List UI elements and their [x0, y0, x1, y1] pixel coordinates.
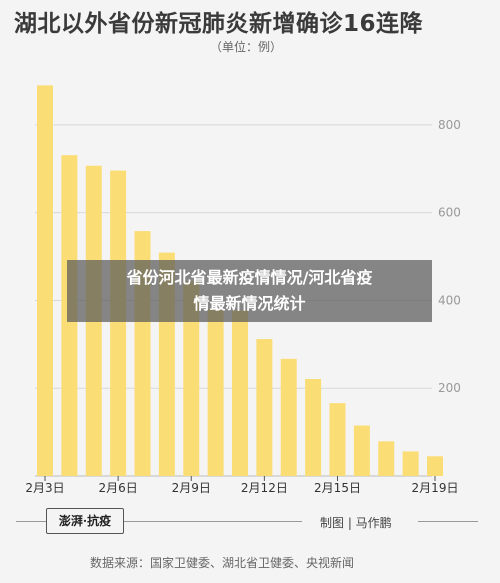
overlay-line-1: 省份河北省最新疫情情况/河北省疫 [126, 268, 373, 287]
x-tick-label: 2月9日 [172, 481, 211, 495]
y-tick-label: 200 [438, 381, 461, 395]
credit-text: 制图 | 马作鹏 [320, 516, 392, 530]
x-tick-label: 2月15日 [314, 481, 361, 495]
brand-logo: 澎湃·抗疫 [46, 508, 124, 534]
y-tick-labels: 200 400 600 800 [438, 118, 461, 395]
overlay-banner: 省份河北省最新疫情情况/河北省疫 情最新情况统计 [67, 260, 432, 322]
x-tick-label: 2月12日 [241, 481, 288, 495]
footer-divider-left [16, 521, 46, 522]
x-tick-label: 2月6日 [98, 481, 137, 495]
bar-2月12日 [256, 339, 273, 476]
bar-2月15日 [329, 403, 346, 476]
y-tick-label: 400 [438, 293, 461, 307]
bar-2月18日 [402, 451, 419, 476]
chart-title: 湖北以外省份新冠肺炎新增确诊16连降 [14, 11, 424, 37]
x-tick-label: 2月3日 [25, 481, 64, 495]
bar-2月19日 [427, 456, 443, 476]
bar-2月3日 [37, 85, 53, 476]
y-tick-label: 800 [438, 118, 461, 132]
bar-2月16日 [353, 425, 370, 476]
bar-2月11日 [232, 310, 248, 476]
bar-2月17日 [378, 441, 395, 476]
bar-2月10日 [207, 308, 224, 476]
bar-2月6日 [110, 170, 127, 477]
footer-divider-right [418, 521, 478, 522]
overlay-line-2: 情最新情况统计 [193, 294, 306, 313]
bar-chart: 200 400 600 800 2月3日 2月6日 2月9日 2月12日 2月15日 2月19日 [25, 85, 461, 495]
x-tick-label: 2月19日 [412, 481, 459, 495]
bar-2月13日 [280, 358, 297, 476]
bar-2月9日 [183, 281, 200, 476]
x-tick-labels: 2月3日 2月6日 2月9日 2月12日 2月15日 2月19日 [25, 476, 458, 495]
y-tick-label: 600 [438, 206, 461, 220]
bar-2月14日 [305, 379, 322, 476]
source-text: 数据来源：国家卫健委、湖北省卫健委、央视新闻 [90, 556, 355, 570]
footer-divider-middle [122, 521, 302, 522]
bars [37, 85, 443, 477]
unit-label: （单位：例） [210, 40, 283, 54]
